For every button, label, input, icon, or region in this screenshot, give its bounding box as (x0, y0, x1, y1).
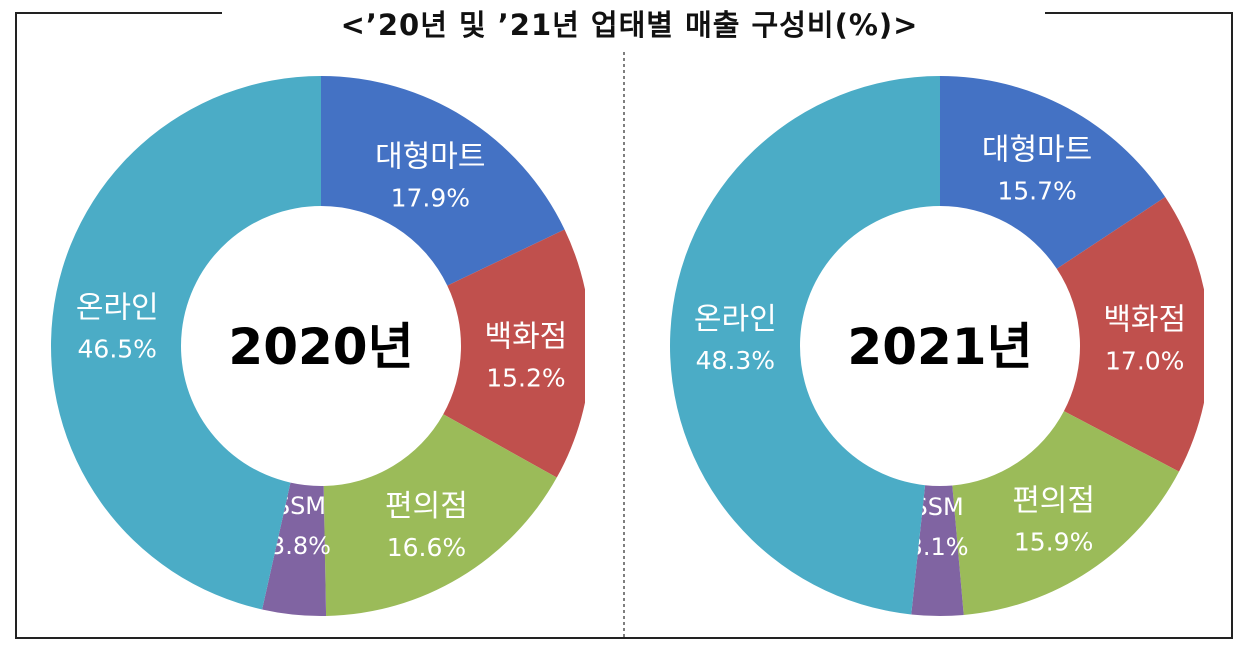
slice-online-1 (669, 76, 940, 615)
slice-department-store-1 (1056, 197, 1204, 472)
slice-label-hypermarket-0: 대형마트 (375, 140, 485, 175)
slice-hypermarket-0 (321, 76, 565, 286)
donut-chart-2021: 대형마트15.7%백화점17.0%편의점15.9%SSM3.1%온라인48.3%… (669, 76, 1204, 616)
slice-ssm-1 (911, 485, 964, 616)
slice-value-hypermarket-1: 15.7% (997, 176, 1076, 205)
slice-label-online-1: 온라인 (694, 302, 777, 337)
slice-online-0 (51, 76, 321, 610)
slice-value-online-1: 48.3% (696, 346, 775, 375)
slice-value-department-store-0: 15.2% (486, 363, 565, 392)
slice-convenience-store-1 (952, 411, 1180, 615)
slice-value-online-0: 46.5% (78, 335, 157, 364)
slice-value-department-store-1: 17.0% (1105, 347, 1184, 376)
slice-label-hypermarket-1: 대형마트 (982, 132, 1092, 167)
slice-convenience-store-0 (323, 414, 557, 616)
slice-label-convenience-store-0: 편의점 (385, 489, 468, 524)
center-year-label-0: 2020년 (228, 318, 413, 376)
slice-label-department-store-1: 백화점 (1103, 303, 1186, 338)
slice-department-store-0 (443, 229, 585, 478)
slice-value-hypermarket-0: 17.9% (391, 184, 470, 213)
center-year-label-1: 2021년 (847, 318, 1032, 376)
slice-value-convenience-store-1: 15.9% (1014, 528, 1093, 557)
slice-label-convenience-store-1: 편의점 (1012, 484, 1095, 519)
slice-ssm-0 (262, 482, 327, 616)
slice-label-department-store-0: 백화점 (484, 319, 567, 354)
chart-title: <’20년 및 ’21년 업태별 매출 구성비(%)> (340, 8, 919, 42)
slice-value-convenience-store-0: 16.6% (387, 533, 466, 562)
donut-chart-2020: 대형마트17.9%백화점15.2%편의점16.6%SSM3.8%온라인46.5%… (51, 76, 585, 616)
slice-label-online-0: 온라인 (76, 291, 159, 326)
slice-value-ssm-0: 3.8% (270, 532, 331, 560)
slice-hypermarket-1 (940, 76, 1166, 269)
